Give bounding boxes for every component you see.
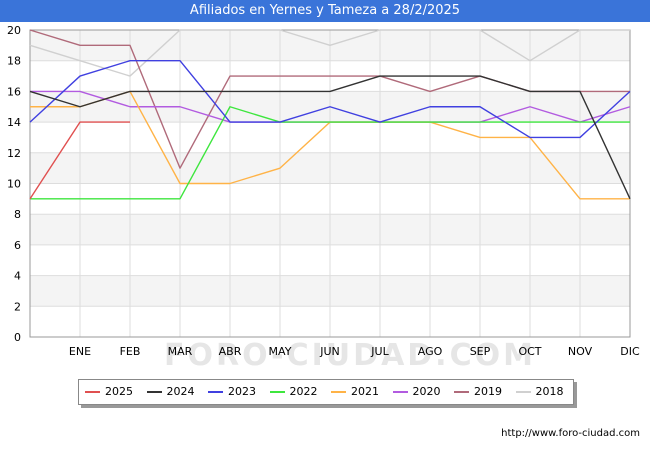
y-tick-label: 16 <box>7 85 21 98</box>
x-tick-label: ABR <box>219 345 242 358</box>
x-tick-label: MAR <box>168 345 193 358</box>
legend-swatch <box>454 391 469 393</box>
y-tick-label: 10 <box>7 178 21 191</box>
chart-legend: 2025 2024 2023 2022 2021 2020 2019 2018 <box>78 379 574 405</box>
series-line-2025 <box>29 121 130 200</box>
legend-label: 2023 <box>228 385 256 398</box>
y-tick-label: 8 <box>14 208 21 221</box>
y-tick-label: 2 <box>14 300 21 313</box>
y-tick-label: 18 <box>7 55 21 68</box>
x-tick-label: AGO <box>418 345 443 358</box>
series-line-2022 <box>30 106 630 200</box>
x-tick-label: JUN <box>319 345 340 358</box>
y-tick-label: 0 <box>14 331 21 344</box>
series-line-2018 <box>29 29 630 77</box>
legend-swatch <box>269 391 285 393</box>
x-tick-label: OCT <box>518 345 541 358</box>
legend-label: 2021 <box>351 385 379 398</box>
series-line-2023 <box>29 60 631 139</box>
x-tick-label: MAY <box>269 345 292 358</box>
legend-label: 2022 <box>289 385 318 398</box>
legend-swatch <box>85 391 100 393</box>
y-tick-label: 4 <box>14 270 21 283</box>
x-tick-label: SEP <box>470 345 491 358</box>
y-tick-label: 14 <box>7 116 21 129</box>
legend-swatch <box>146 391 162 393</box>
x-tick-label: DIC <box>620 345 640 358</box>
x-tick-label: JUL <box>370 345 389 358</box>
legend-swatch <box>515 391 531 393</box>
legend-label: 2024 <box>166 385 195 398</box>
y-tick-label: 12 <box>7 147 21 160</box>
y-tick-label: 6 <box>14 239 21 252</box>
legend-label: 2018 <box>535 385 564 398</box>
legend-label: 2020 <box>412 385 441 398</box>
watermark-text: FORO-CIUDAD.COM <box>164 338 536 373</box>
legend-label: 2019 <box>474 385 502 398</box>
plot-area-border <box>29 29 631 338</box>
legend-swatch <box>331 391 346 393</box>
x-tick-label: NOV <box>568 345 593 358</box>
x-tick-label: ENE <box>69 345 91 358</box>
legend-label: 2025 <box>105 385 133 398</box>
legend-swatch <box>208 391 223 393</box>
series-line-2024 <box>29 75 631 200</box>
chart-title: Afiliados en Yernes y Tameza a 28/2/2025 <box>0 0 650 22</box>
source-credit[interactable]: http://www.foro-ciudad.com <box>501 428 640 439</box>
legend-swatch <box>392 391 408 393</box>
x-tick-label: FEB <box>120 345 141 358</box>
y-tick-label: 20 <box>7 24 21 37</box>
